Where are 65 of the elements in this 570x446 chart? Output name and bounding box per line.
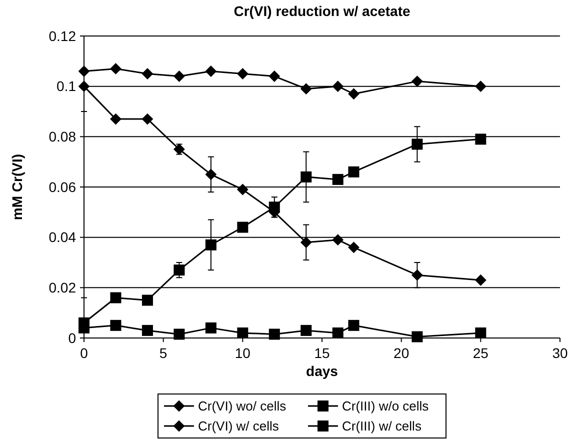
point (110, 63, 122, 74)
point (475, 80, 486, 92)
point (205, 66, 216, 77)
x-tick-label: 5 (159, 345, 168, 361)
point (237, 222, 248, 233)
x-tick-label: 30 (552, 345, 568, 361)
point (348, 88, 360, 100)
point (300, 236, 312, 248)
legend-label: Cr(III) w/ cells (342, 418, 422, 434)
legend-label: Cr(VI) wo/ cells (198, 398, 287, 414)
x-tick-label: 25 (472, 345, 489, 361)
point (332, 174, 344, 185)
point (142, 294, 153, 306)
point (237, 327, 248, 338)
point (348, 320, 360, 331)
y-tick-label: 0.08 (48, 128, 76, 145)
point (300, 324, 312, 336)
point (348, 242, 360, 253)
point (174, 264, 185, 276)
point (78, 80, 90, 92)
y-tick-label: 0.02 (48, 280, 76, 296)
point (412, 331, 423, 342)
point (142, 324, 153, 336)
x-axis-title: days (306, 363, 338, 379)
point (78, 66, 90, 77)
chart-title: Cr(VI) reduction w/ acetate (234, 3, 411, 19)
x-tick-label: 15 (314, 345, 330, 361)
point (412, 270, 423, 281)
y-tick-label: 0.12 (48, 28, 76, 44)
point (332, 327, 344, 338)
point (348, 166, 360, 178)
point (412, 76, 423, 87)
point (174, 328, 185, 340)
point (475, 327, 486, 338)
x-tick-label: 0 (80, 345, 88, 361)
y-tick-label: 0.1 (56, 78, 76, 94)
point (300, 83, 312, 94)
y-tick-label: 0.06 (48, 178, 76, 195)
point (332, 80, 344, 92)
x-tick-label: 20 (394, 345, 410, 361)
point (205, 322, 216, 334)
point (142, 68, 153, 80)
x-tick-label: 10 (234, 345, 251, 361)
point (110, 114, 122, 125)
y-axis-title: mM Cr(VI) (9, 154, 25, 220)
point (142, 114, 153, 125)
point (174, 70, 185, 82)
point (300, 171, 312, 182)
point (268, 70, 280, 82)
point (332, 234, 344, 246)
point (412, 138, 423, 150)
point (475, 274, 486, 286)
point (205, 168, 216, 180)
y-tick-label: 0 (68, 330, 76, 346)
point (110, 320, 122, 331)
point (110, 292, 122, 304)
y-tick-label: 0.04 (48, 229, 76, 246)
point (268, 202, 280, 213)
legend-label: Cr(VI) w/ cells (198, 418, 280, 434)
point (205, 239, 216, 250)
point (268, 328, 280, 340)
legend-label: Cr(III) w/o cells (342, 398, 430, 414)
point (237, 184, 248, 196)
point (237, 68, 248, 80)
point (475, 134, 486, 145)
